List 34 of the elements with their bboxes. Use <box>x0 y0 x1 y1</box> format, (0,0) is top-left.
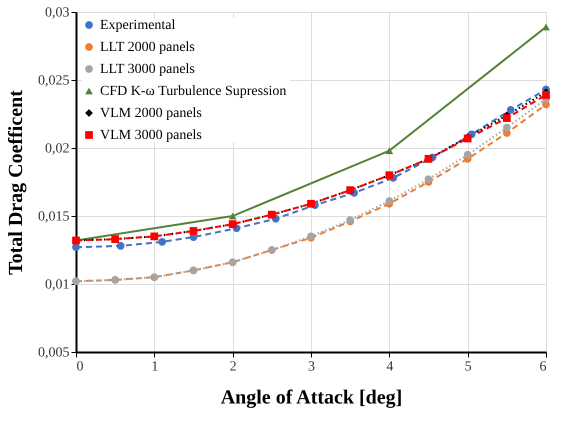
x-tick-label: 4 <box>386 360 394 374</box>
point <box>228 212 237 220</box>
y-axis-title: Total Drag Coefficent <box>5 90 27 275</box>
y-tick-label: 0,025 <box>38 74 70 88</box>
x-tick-label: 0 <box>76 360 84 374</box>
x-axis-title: Angle of Attack [deg] <box>220 386 402 408</box>
y-tick-label: 0,03 <box>45 6 70 20</box>
point <box>542 91 550 99</box>
point <box>542 24 550 30</box>
legend-label: VLM 3000 panels <box>100 128 202 143</box>
point <box>385 197 394 205</box>
legend-label: LLT 3000 panels <box>100 62 195 77</box>
point <box>72 243 80 252</box>
y-tick-label: 0,015 <box>38 210 70 224</box>
point <box>158 238 166 246</box>
point <box>464 150 472 159</box>
point <box>502 124 511 132</box>
point <box>506 106 515 114</box>
x-tick-label: 2 <box>230 360 237 374</box>
y-tick-label: 0,005 <box>38 346 70 360</box>
x-tick-label: 5 <box>464 360 472 374</box>
x-tick-label: 6 <box>540 360 546 374</box>
legend-label: LLT 2000 panels <box>100 40 195 55</box>
y-tick-label: 0,01 <box>45 278 70 292</box>
legend-label: Experimental <box>100 18 176 33</box>
point <box>116 242 125 250</box>
x-tick-label: 3 <box>308 360 315 374</box>
x-tick-label: 1 <box>151 360 158 374</box>
point <box>502 114 511 122</box>
legend-label: CFD K-ω Turbulence Supression <box>100 84 286 99</box>
point <box>385 147 394 154</box>
point <box>424 175 432 184</box>
y-tick-label: 0,02 <box>45 142 70 156</box>
legend-label: VLM 2000 panels <box>100 106 202 121</box>
